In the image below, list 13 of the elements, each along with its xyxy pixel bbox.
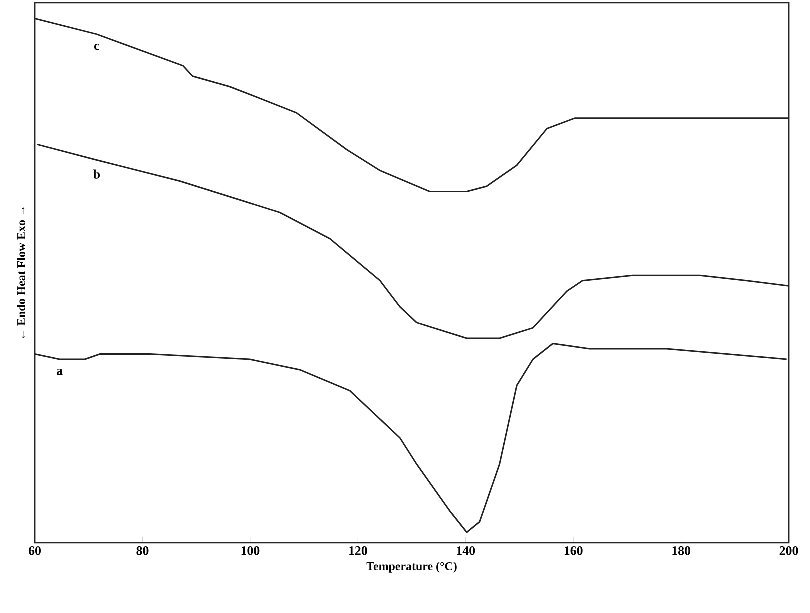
series-label: c [94,44,100,50]
x-tick-label: 160 [564,546,583,556]
x-tick-label: 80 [136,546,149,556]
x-tick-label: 200 [780,546,798,556]
x-tick-label: 180 [672,546,691,556]
series-label: b [94,170,100,179]
y-axis-title: ← Endo Heat Flow Exo → [17,208,26,338]
x-axis-title: Temperature (°C) [366,562,457,573]
x-tick-label: 100 [242,546,260,556]
x-tick-label: 120 [349,546,368,556]
x-tick-label: 140 [457,546,476,556]
x-tick-label: 60 [28,546,41,556]
series-label: a [56,369,63,376]
